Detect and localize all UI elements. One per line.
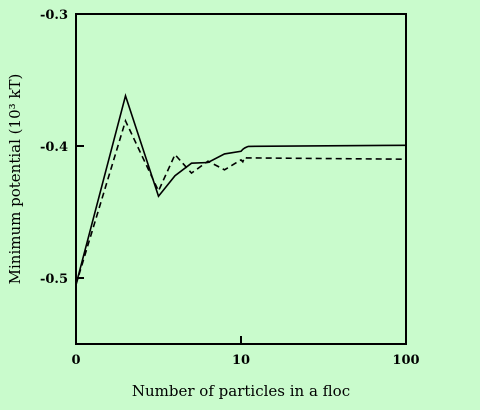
series-layer bbox=[75, 92, 407, 285]
y-axis-label: Minimum potential (10³ kT) bbox=[6, 74, 24, 285]
plot-frame bbox=[75, 13, 407, 345]
y-tick-label: -0.5 bbox=[40, 272, 68, 287]
x-axis-ticks: 0 10 100 bbox=[71, 336, 420, 368]
y-tick-label: -0.4 bbox=[40, 140, 68, 155]
series-line-dashed bbox=[75, 118, 407, 285]
x-tick-label: 100 bbox=[392, 353, 419, 368]
x-tick-label: 10 bbox=[232, 353, 250, 368]
x-axis-label: Number of particles in a floc bbox=[132, 382, 350, 400]
series-line-solid bbox=[75, 92, 407, 285]
y-axis-ticks: -0.3 -0.4 -0.5 bbox=[40, 8, 84, 287]
x-tick-label: 0 bbox=[71, 353, 80, 368]
y-tick-label: -0.3 bbox=[40, 8, 68, 23]
